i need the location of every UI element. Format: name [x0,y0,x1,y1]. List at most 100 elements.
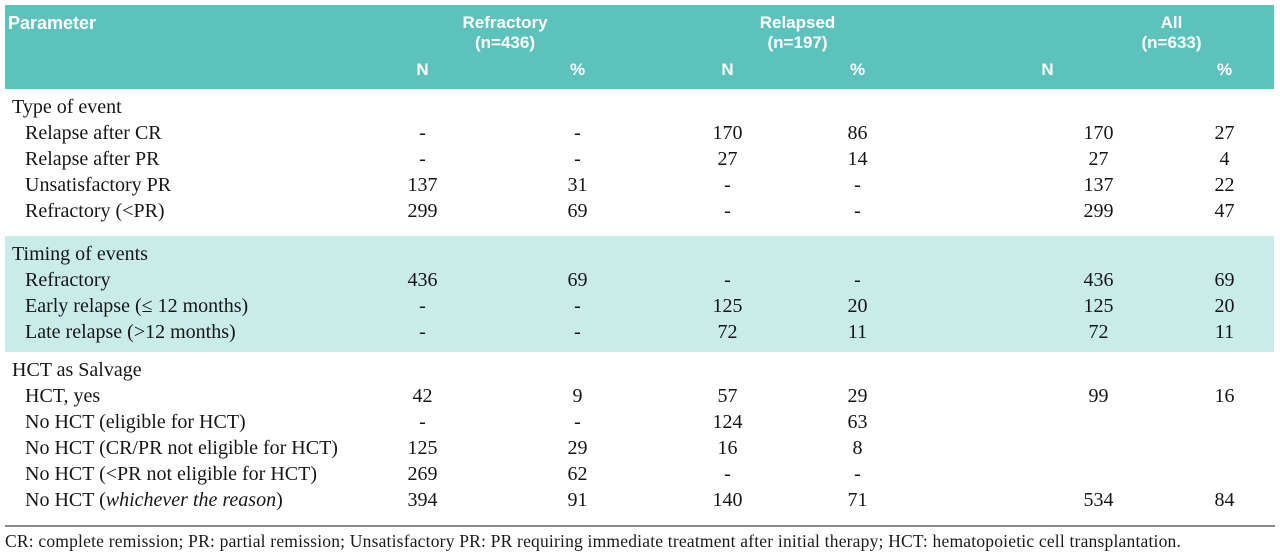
table-cell: 394 [407,489,438,511]
events-table: Parameter Refractory (n=436) Relapsed (n… [5,5,1275,513]
table-cell: 99 [1088,385,1109,407]
section-header-row: Timing of events [5,236,1275,267]
table-cell: 16 [1214,385,1235,407]
row-label: Unsatisfactory PR [25,174,172,196]
table-cell: 27 [1088,148,1109,170]
table-row: No HCT (<PR not eligible for HCT) 269 62 - - [5,461,1274,487]
table-cell: - [419,148,426,170]
table-cell: 436 [350,267,495,293]
table-row: Refractory (<PR) 299 69 - - 299 47 [5,198,1274,224]
table-cell: 299 [407,200,438,222]
column-header-n: N [350,54,495,89]
table-cell: 72 [920,319,1176,352]
table-cell: - [724,200,731,222]
table-cell: - [419,122,426,144]
table-row: No HCT (whichever the reason) 394 91 140 71 5… [5,487,1274,513]
subheader-row: N % N % N % [5,54,1275,89]
table-cell: 69 [495,267,661,293]
table-cell: 170 [1083,122,1114,144]
group-label: All [1160,13,1183,32]
table-cell: 31 [567,174,588,196]
section-header-row: HCT as Salvage [5,352,1274,383]
table-cell: 4 [1219,148,1230,170]
table-cell: 42 [412,385,433,407]
footnote-divider [5,525,1275,527]
table-cell: 140 [712,489,743,511]
table-body: Type of event Relapse after CR - -170 86 170 2… [5,89,1275,513]
table-cell: 57 [717,385,738,407]
table-row: Relapse after PR - - 27 14 27 4 [5,146,1274,172]
table-cell: - [574,148,581,170]
table-cell: 299 [1083,200,1114,222]
column-header-pct: % [795,54,921,89]
table-cell: 29 [567,437,588,459]
table-cell: 63 [847,411,868,433]
table-cell: 47 [1214,200,1235,222]
table-cell: 9 [572,385,583,407]
table-cell: 84 [1214,489,1235,511]
table-cell: 27 [717,148,738,170]
row-label: No HCT (eligible for HCT) [25,411,246,433]
row-label: No HCT (CR/PR not eligible for HCT) [25,437,338,459]
table-cell [920,435,1175,461]
table-cell: 11 [1175,319,1275,352]
table-cell: - [574,122,581,144]
table-cell: 20 [795,293,921,319]
group-header-row: Parameter Refractory (n=436) Relapsed (n… [5,5,1275,89]
table-cell: 29 [847,385,868,407]
table-cell: 269 [407,463,438,485]
table-cell: 20 [1175,293,1275,319]
table-row: Late relapse (>12 months) - -72 11 72 11 [5,319,1275,352]
group-label: Refractory [462,13,548,32]
table-cell: 170 [712,122,743,144]
group-n: (n=436) [475,33,535,52]
row-label: Early relapse (≤ 12 months) [5,293,350,319]
table-cell: 8 [852,437,863,459]
table-cell [1175,435,1274,461]
results-table-container: Parameter Refractory (n=436) Relapsed (n… [5,5,1280,513]
table-cell: 125 [660,293,796,319]
section-header-row: Type of event [5,89,1274,120]
table-cell: - [495,293,661,319]
table-cell: - [495,319,661,352]
row-label-italic: whichever the reason [105,489,277,511]
section-spacer [5,224,1274,236]
table-cell: 11 [795,319,921,352]
table-row: No HCT (eligible for HCT) - - 124 63 [5,409,1274,435]
row-label: No HCT (<PR not eligible for HCT) [25,463,318,485]
table-cell: - [724,174,731,196]
table-row: No HCT (CR/PR not eligible for HCT) 125 29… [5,435,1274,461]
table-cell: 124 [712,411,743,433]
table-cell: - [350,319,495,352]
table-cell: 22 [1214,174,1235,196]
table-cell: 436 [920,267,1176,293]
column-header-parameter: Parameter [5,5,350,89]
table-cell [920,461,1175,487]
row-label-text: ) [276,489,283,511]
table-cell: 16 [717,437,738,459]
table-cell [1175,409,1274,435]
table-cell: 137 [1083,174,1114,196]
table-cell: 125 [407,437,438,459]
column-header-n: N [920,54,1176,89]
table-cell: - [795,267,921,293]
row-label: Refractory (<PR) [25,200,165,222]
table-cell: 125 [920,293,1176,319]
section-title: Timing of events [5,236,1275,267]
table-cell: - [724,463,731,485]
row-label: HCT, yes [25,385,101,407]
group-header-relapsed: Relapsed (n=197) [660,5,921,54]
group-header-all: All (n=633) [920,5,1275,54]
table-cell: - [574,411,581,433]
table-cell: 137 [407,174,438,196]
column-header-pct: % [495,54,661,89]
table-row: Early relapse (≤ 12 months) - -125 20 125 20 [5,293,1275,319]
table-cell: 71 [847,489,868,511]
table-footnote: CR: complete remission; PR: partial remi… [5,531,1182,551]
row-label: No HCT (whichever the reason) [5,487,350,513]
row-label: Relapse after CR [25,122,162,144]
table-row: HCT, yes 42 9 57 29 99 16 [5,383,1274,409]
group-n: (n=197) [767,33,828,52]
table-cell: - [419,411,426,433]
table-cell: 69 [1175,267,1275,293]
